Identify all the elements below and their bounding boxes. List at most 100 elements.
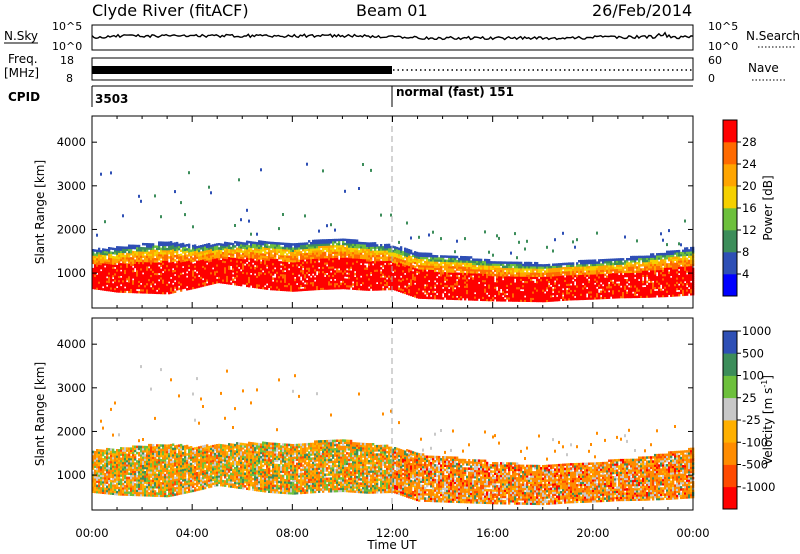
heatmap-cell bbox=[346, 278, 349, 282]
heatmap-cell bbox=[160, 281, 163, 284]
heatmap-cell bbox=[436, 290, 439, 294]
heatmap-cell bbox=[458, 278, 461, 282]
heatmap-cell bbox=[292, 276, 295, 280]
heatmap-cell bbox=[520, 265, 523, 269]
heatmap-cell bbox=[414, 251, 417, 254]
heatmap-cell bbox=[146, 289, 149, 292]
heatmap-cell bbox=[160, 241, 163, 244]
heatmap-cell bbox=[204, 248, 207, 251]
heatmap-cell bbox=[380, 246, 383, 249]
heatmap-cell bbox=[358, 281, 361, 284]
heatmap-cell bbox=[168, 291, 171, 295]
heatmap-cell bbox=[282, 273, 285, 277]
heatmap-cell bbox=[228, 275, 231, 279]
heatmap-cell bbox=[262, 278, 265, 281]
heatmap-cell bbox=[318, 256, 321, 259]
heatmap-cell bbox=[294, 266, 297, 269]
heatmap-cell bbox=[236, 258, 239, 261]
heatmap-cell bbox=[164, 291, 167, 295]
heatmap-cell bbox=[260, 274, 263, 277]
heatmap-cell bbox=[264, 278, 267, 282]
heatmap-cell bbox=[252, 243, 255, 247]
heatmap-cell bbox=[406, 258, 409, 262]
heatmap-cell bbox=[158, 291, 161, 295]
heatmap-cell bbox=[388, 247, 391, 251]
heatmap-cell bbox=[136, 257, 139, 260]
heatmap-cell bbox=[346, 287, 349, 290]
heatmap-cell bbox=[128, 271, 131, 275]
heatmap-cell bbox=[440, 290, 443, 294]
heatmap-cell bbox=[360, 260, 363, 264]
heatmap-cell bbox=[356, 270, 359, 274]
heatmap-cell bbox=[518, 291, 521, 294]
heatmap-cell bbox=[260, 267, 263, 271]
heatmap-cell bbox=[124, 248, 127, 251]
heatmap-cell bbox=[406, 290, 409, 293]
heatmap-cell bbox=[334, 282, 337, 286]
heatmap-cell bbox=[446, 278, 449, 281]
heatmap-cell bbox=[344, 286, 347, 290]
heatmap-cell bbox=[372, 273, 375, 277]
heatmap-cell bbox=[356, 254, 359, 257]
heatmap-cell bbox=[478, 285, 481, 289]
heatmap-cell bbox=[452, 274, 455, 277]
heatmap-cell bbox=[246, 253, 249, 256]
heatmap-cell bbox=[306, 244, 309, 247]
heatmap-cell bbox=[456, 266, 459, 269]
heatmap-cell bbox=[360, 246, 363, 249]
heatmap-cell bbox=[298, 244, 301, 248]
heatmap-cell bbox=[300, 274, 303, 277]
heatmap-cell bbox=[280, 248, 283, 252]
heatmap-cell bbox=[236, 272, 239, 276]
heatmap-cell bbox=[400, 288, 403, 291]
heatmap-cell bbox=[220, 266, 223, 269]
heatmap-cell bbox=[494, 296, 497, 300]
heatmap-cell bbox=[288, 251, 291, 254]
heatmap-cell bbox=[130, 252, 133, 256]
heatmap-cell bbox=[182, 274, 185, 277]
heatmap-cell bbox=[398, 264, 401, 267]
heatmap-cell bbox=[116, 273, 119, 276]
heatmap-cell bbox=[138, 270, 141, 273]
heatmap-cell bbox=[408, 253, 411, 256]
heatmap-cell bbox=[106, 278, 109, 281]
heatmap-cell bbox=[332, 245, 335, 248]
heatmap-cell bbox=[492, 284, 495, 287]
heatmap-cell bbox=[214, 247, 217, 251]
heatmap-cell bbox=[104, 220, 106, 224]
heatmap-cell bbox=[114, 283, 117, 286]
heatmap-cell bbox=[116, 279, 119, 283]
heatmap-cell bbox=[454, 280, 457, 284]
heatmap-cell bbox=[412, 277, 415, 281]
heatmap-cell bbox=[290, 251, 293, 254]
heatmap-cell bbox=[482, 281, 485, 285]
heatmap-cell bbox=[364, 248, 367, 251]
heatmap-cell bbox=[170, 272, 173, 275]
heatmap-cell bbox=[272, 267, 275, 270]
heatmap-cell bbox=[200, 247, 203, 250]
heatmap-cell bbox=[482, 279, 485, 283]
heatmap-cell bbox=[374, 242, 377, 245]
heatmap-cell bbox=[316, 239, 319, 242]
heatmap-cell bbox=[146, 257, 149, 261]
heatmap-cell bbox=[150, 266, 153, 269]
heatmap-cell bbox=[226, 281, 229, 285]
heatmap-cell bbox=[230, 269, 233, 273]
heatmap-cell bbox=[316, 264, 319, 268]
heatmap-cell bbox=[176, 250, 179, 253]
heatmap-cell bbox=[286, 255, 289, 258]
heatmap-cell bbox=[174, 190, 176, 194]
heatmap-cell bbox=[106, 261, 109, 264]
heatmap-cell bbox=[152, 243, 155, 246]
heatmap-cell bbox=[284, 265, 287, 269]
heatmap-cell bbox=[298, 282, 301, 286]
heatmap-cell bbox=[206, 249, 209, 253]
heatmap-cell bbox=[204, 250, 207, 253]
heatmap-cell bbox=[232, 261, 235, 265]
heatmap-cell bbox=[478, 287, 481, 291]
heatmap-cell bbox=[152, 257, 155, 261]
heatmap-cell bbox=[368, 252, 371, 256]
heatmap-cell bbox=[188, 258, 191, 261]
heatmap-cell bbox=[352, 276, 355, 280]
heatmap-cell bbox=[236, 279, 239, 282]
